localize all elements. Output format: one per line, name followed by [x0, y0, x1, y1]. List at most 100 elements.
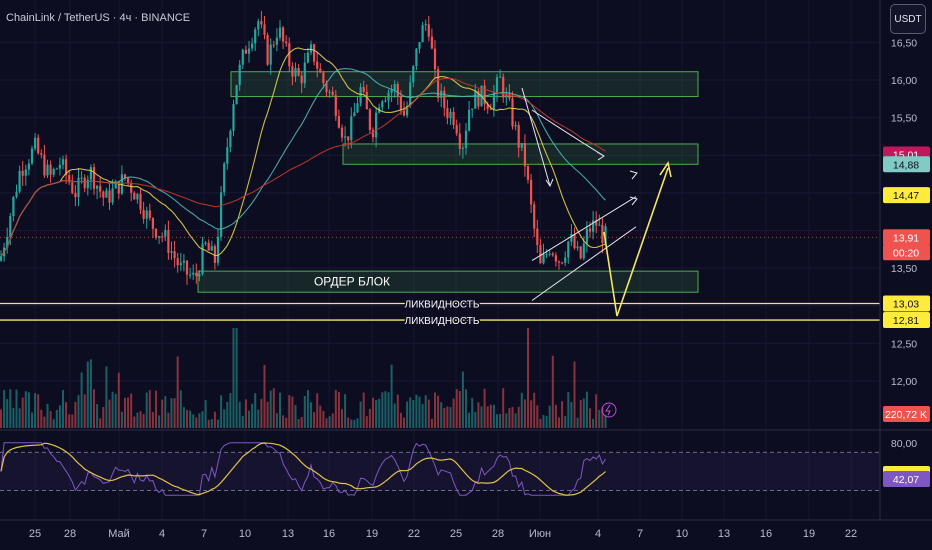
candle-body: [309, 44, 313, 53]
volume-bar: [465, 389, 467, 428]
candle-body: [437, 69, 440, 98]
candle-body: [9, 215, 12, 237]
volume-bar: [511, 406, 514, 428]
candle-body: [164, 230, 167, 237]
moving-averages-layer: [0, 47, 606, 257]
candle-body: [502, 76, 505, 98]
candle-body: [291, 66, 294, 77]
volume-bar: [80, 372, 83, 428]
candle-body: [567, 241, 570, 258]
volume-bar: [232, 328, 235, 428]
currency-button[interactable]: USDT: [890, 4, 926, 34]
candle-body: [561, 262, 564, 264]
price-label: 12,81: [893, 315, 919, 327]
volume-bar: [217, 419, 219, 428]
volume-bar: [111, 391, 114, 428]
candle-body: [15, 191, 18, 197]
candle-body: [207, 242, 210, 251]
candle-body: [83, 177, 86, 189]
volume-bar: [12, 407, 15, 428]
candle-body: [46, 164, 49, 176]
volume-bar: [517, 406, 520, 428]
volume-bar: [579, 400, 582, 428]
volume-bar: [3, 390, 6, 428]
time-tick-label: 22: [408, 528, 420, 540]
volume-bar: [368, 408, 371, 428]
channel-upper-line: [531, 196, 637, 262]
candle-body: [58, 164, 61, 169]
candle-body: [254, 29, 257, 44]
volume-bar: [297, 419, 300, 428]
volume-bar: [390, 364, 393, 428]
time-tick-label: 13: [282, 528, 294, 540]
candle-body: [406, 105, 409, 116]
volume-bar: [585, 391, 588, 428]
candle-body: [421, 25, 424, 43]
candle-body: [539, 245, 542, 264]
volume-bar: [403, 417, 405, 428]
volume-bar: [554, 404, 557, 428]
candle-body: [55, 168, 58, 170]
volume-bar: [598, 409, 601, 428]
candle-body: [213, 246, 216, 263]
channel-arrow-head: [629, 170, 638, 180]
candle-body: [393, 84, 396, 91]
volume-bar: [65, 402, 68, 428]
volume-bar: [601, 407, 604, 428]
candle-body: [260, 21, 263, 25]
volume-bar: [133, 416, 136, 428]
candle-body: [598, 224, 601, 226]
volume-bar: [192, 414, 195, 428]
candle-body: [43, 154, 46, 176]
grid: [0, 0, 880, 520]
candle-body: [570, 234, 573, 242]
zone-order-block: [197, 270, 699, 293]
candle-body: [548, 253, 551, 255]
time-tick-label: 10: [676, 528, 688, 540]
volume-bar: [440, 402, 443, 428]
volume-bar: [21, 397, 24, 428]
volume-label-bg: [883, 406, 930, 422]
candle-body: [127, 177, 130, 183]
volume-bar: [412, 400, 415, 428]
candle-body: [585, 228, 588, 244]
drawings-layer[interactable]: ЛИКВИДНОСТЬ ЛИКВИДНОСТЬ: [0, 87, 880, 329]
volume-indicator-icon: [601, 402, 617, 418]
down-arrow-line: [521, 87, 551, 187]
volume-bar: [313, 412, 316, 428]
candle-body: [223, 163, 226, 193]
candle-body: [176, 258, 179, 266]
candle-body: [499, 76, 502, 78]
time-tick-label: 7: [201, 528, 207, 540]
candle-body: [604, 226, 607, 244]
volume-bar: [9, 389, 12, 428]
candle-body: [285, 41, 288, 44]
volume-bar: [595, 394, 598, 428]
volume-bar: [176, 356, 179, 428]
volume-bar: [592, 418, 595, 428]
candle-body: [402, 110, 406, 116]
candle-body: [564, 257, 567, 263]
candle-body: [322, 72, 325, 84]
volume-bar: [496, 414, 498, 428]
candle-body: [257, 21, 260, 30]
candle-body: [461, 147, 464, 149]
time-axis[interactable]: 25 28 Май 4 7 10 13 16 19 22 25 28 Июн 4 7 10 13 16 19 22: [0, 519, 932, 540]
volume-bar: [558, 417, 560, 428]
price-label-bg: [883, 295, 930, 312]
volume-bar: [452, 398, 455, 428]
candle-body: [433, 48, 437, 70]
time-tick-label: 28: [64, 528, 76, 540]
price-axis[interactable]: 16,5016,0015,5013,5012,5012,0080,0015,01…: [879, 0, 930, 520]
candle-body: [545, 253, 548, 255]
candle-body: [328, 91, 331, 93]
volume-bar: [195, 417, 198, 428]
volume-bar: [257, 409, 260, 428]
volume-bar: [347, 417, 350, 428]
candle-body: [235, 85, 238, 105]
candle-body: [588, 228, 592, 232]
volume-bar: [545, 415, 548, 428]
candle-body: [387, 92, 390, 101]
volume-bar: [55, 409, 58, 428]
